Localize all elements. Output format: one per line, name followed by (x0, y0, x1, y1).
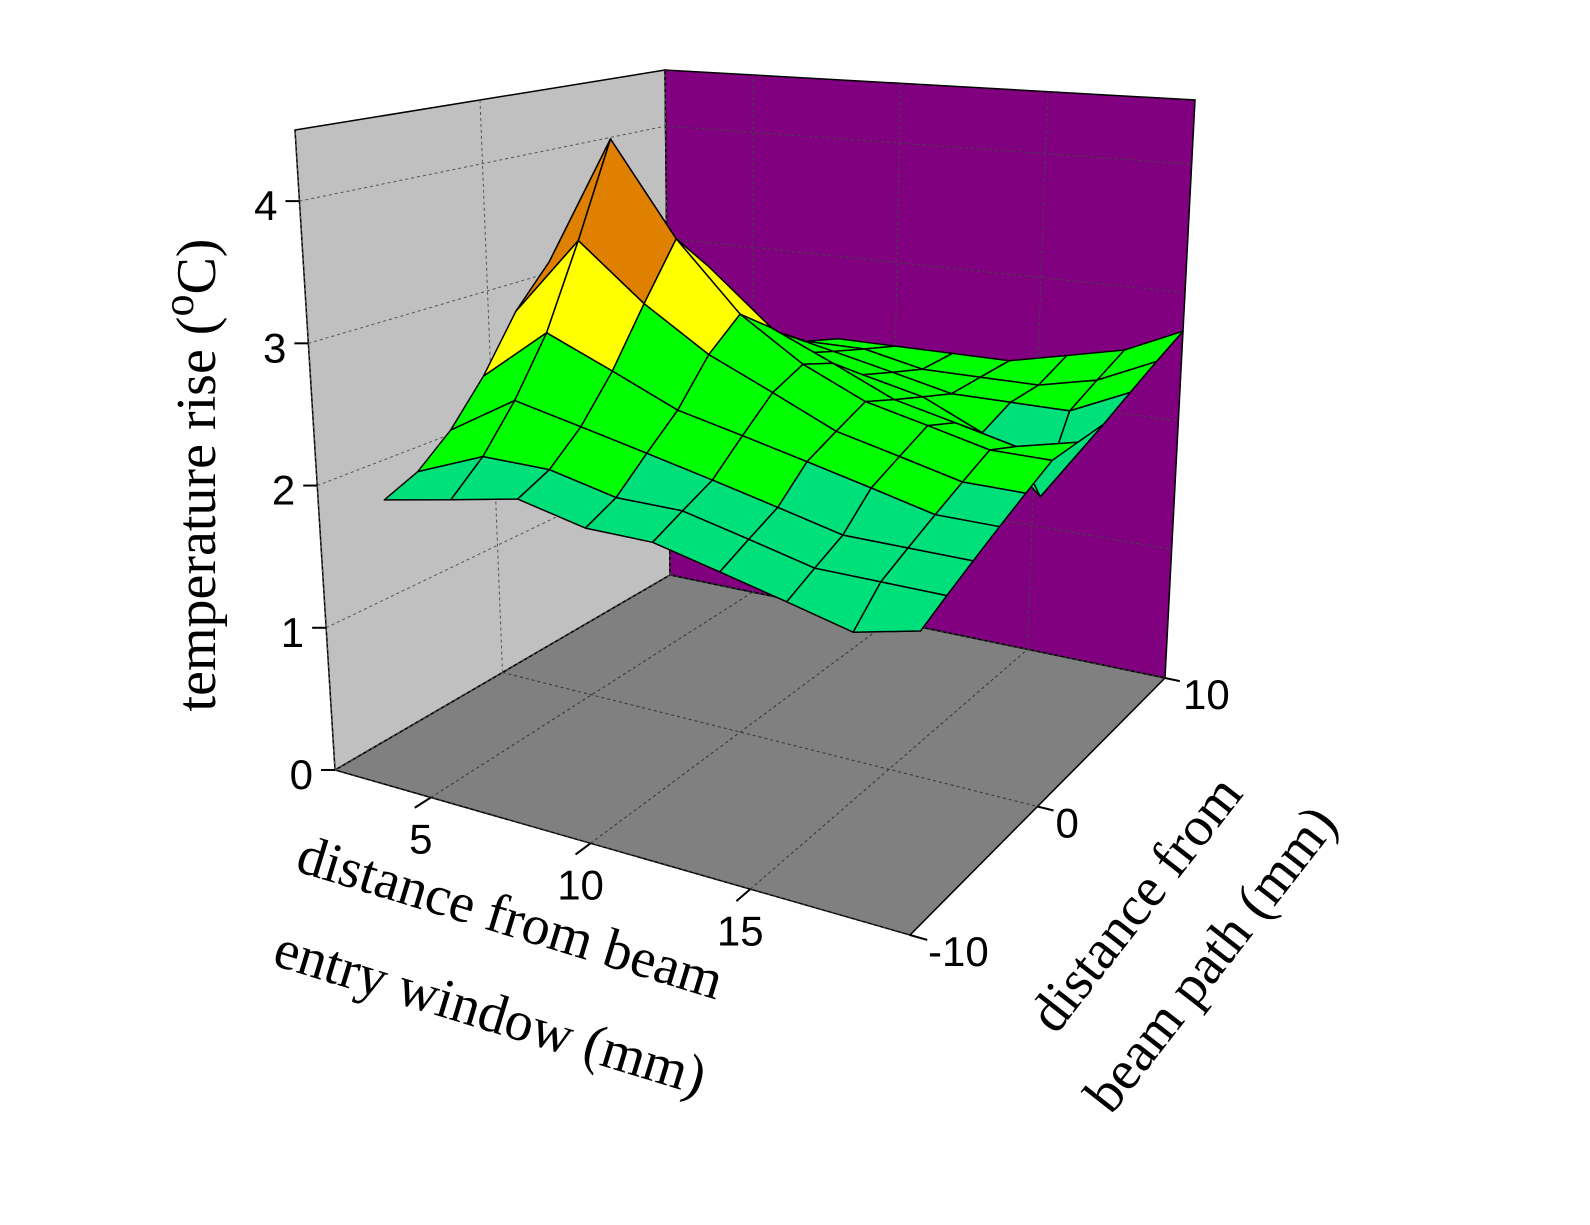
y-tick-label: 10 (1183, 671, 1230, 718)
grid-line (749, 649, 1028, 890)
tick-mark (1164, 677, 1181, 683)
x-tick-label: 10 (557, 861, 604, 908)
grid-line (502, 672, 1038, 807)
surface (383, 138, 1184, 633)
tick-mark (909, 934, 928, 941)
z-tick-label: 4 (254, 182, 277, 229)
x-tick-label: 5 (409, 816, 432, 863)
tick-mark (735, 888, 751, 902)
tick-mark (574, 842, 592, 856)
y-tick-label: -10 (928, 928, 989, 975)
tick-mark (414, 796, 432, 809)
x-tick-label: 15 (717, 907, 764, 954)
z-tick-label: 1 (281, 609, 304, 656)
grid-line (665, 125, 1192, 165)
grid-line (590, 620, 891, 844)
y-tick-label: 0 (1056, 800, 1079, 847)
grid-line (299, 125, 666, 202)
z-tick-label: 0 (290, 751, 313, 798)
z-label-text: temperature rise ( (166, 317, 228, 712)
axes: 0 1 2 3 4 5 10 15 -10 0 10 (254, 182, 1230, 975)
tick-mark (1037, 805, 1054, 812)
z-label-text: C) (166, 239, 228, 295)
z-tick-label: 3 (263, 324, 286, 371)
grid-line (308, 237, 667, 344)
grid-line (430, 591, 753, 798)
z-axis-label: temperature rise (oC) (154, 239, 228, 712)
z-tick-label: 2 (272, 467, 295, 514)
z-label-sup: o (154, 295, 203, 317)
grid-line (334, 769, 911, 936)
surface-cell (852, 581, 948, 633)
grid-line (294, 129, 336, 771)
